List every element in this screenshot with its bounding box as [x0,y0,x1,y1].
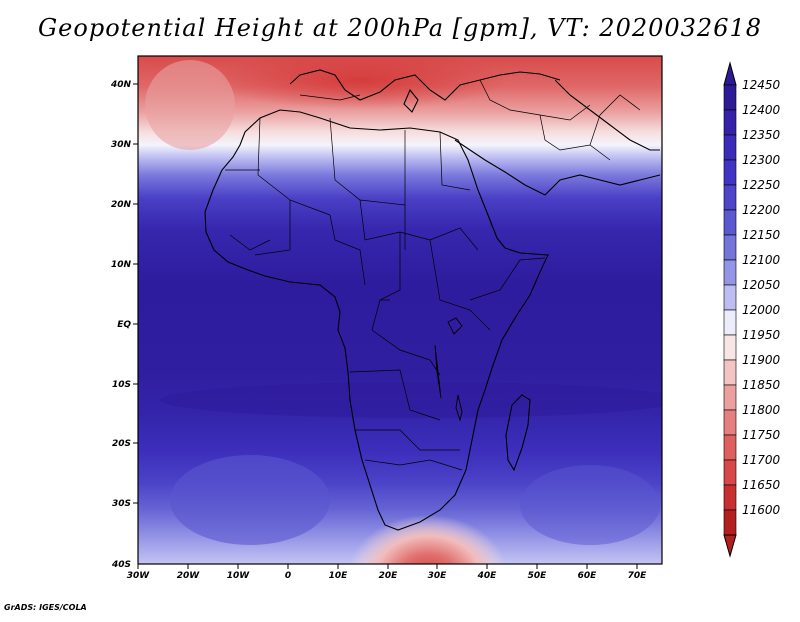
colorbar-bottom-arrow [723,534,737,558]
lon-label: 70E [628,571,648,581]
colorbar-label: 12300 [742,153,781,167]
colorbar-label: 11900 [742,353,781,367]
colorbar-cell [723,234,737,261]
lat-label: 40S [111,560,131,570]
lat-label: 20S [112,439,131,449]
colorbar-cell [723,109,737,136]
lon-label: 20W [177,571,201,581]
colorbar-top-arrow [723,61,737,86]
lat-label: EQ [117,320,131,330]
colorbar-cell [723,459,737,486]
colorbar-label: 12350 [742,128,781,142]
colorbar-labels: 12450 12400 12350 12300 12250 12200 12150 12100… [742,78,781,517]
lat-labels: 40N 30N 20N 10N EQ 10S 20S 30S 40S [110,80,132,570]
colorbar-label: 11800 [742,403,781,417]
colorbar-label: 12250 [742,178,781,192]
colorbar-label: 11950 [742,328,781,342]
colorbar-label: 11650 [742,478,781,492]
footer-credit: GrADS: IGES/COLA [4,603,87,612]
axis-ticks [133,83,638,569]
lat-label: 40N [110,80,132,90]
colorbar-label: 11600 [742,503,781,517]
colorbar-cell [723,134,737,161]
colorbar-cell [723,434,737,461]
colorbar-label: 12050 [742,278,781,292]
lat-label: 10N [111,260,132,270]
lat-label: 30S [112,499,131,509]
colorbar-cell [723,409,737,436]
colorbar-cell [723,209,737,236]
colorbar-label: 12400 [742,103,781,117]
lat-label: 30N [111,140,132,150]
lon-label: 30W [127,571,151,581]
map-frame [137,55,663,565]
lon-label: 10W [227,571,251,581]
lon-label: 0 [285,571,291,581]
country-borders [225,79,641,471]
lon-labels: 30W 20W 10W 0 10E 20E 30E 40E 50E 60E 70… [127,571,647,581]
colorbar-cell [723,384,737,411]
colorbar-label: 12150 [742,228,781,242]
lon-label: 50E [528,571,548,581]
colorbar: 12450 12400 12350 12300 12250 12200 12150 12100… [723,61,781,558]
lakes [434,317,463,422]
lon-label: 20E [379,571,399,581]
colorbar-label: 12450 [742,78,781,92]
colorbar-cell [723,484,737,511]
lon-label: 40E [477,571,498,581]
lon-label: 30E [428,571,448,581]
colorbar-cell [723,159,737,186]
lat-label: 10S [112,380,131,390]
colorbar-cell [723,184,737,211]
lon-label: 10E [329,571,349,581]
colorbar-label: 11750 [742,428,781,442]
colorbar-cell [723,509,737,536]
colorbar-cell [723,259,737,286]
lon-label: 60E [578,571,598,581]
colorbar-label: 12100 [742,253,781,267]
lat-label: 20N [111,200,132,210]
coastlines [204,69,661,531]
colorbar-label: 11850 [742,378,781,392]
colorbar-label: 12200 [742,203,781,217]
map-title: Geopotential Height at 200hPa [gpm], VT:… [38,14,762,42]
colorbar-cell [723,84,737,111]
colorbar-cells [723,84,737,536]
colorbar-cell [723,284,737,311]
colorbar-cell [723,334,737,361]
height-field [138,56,662,564]
colorbar-label: 11700 [742,453,781,467]
colorbar-cell [723,359,737,386]
colorbar-label: 12000 [742,303,781,317]
colorbar-cell [723,309,737,336]
